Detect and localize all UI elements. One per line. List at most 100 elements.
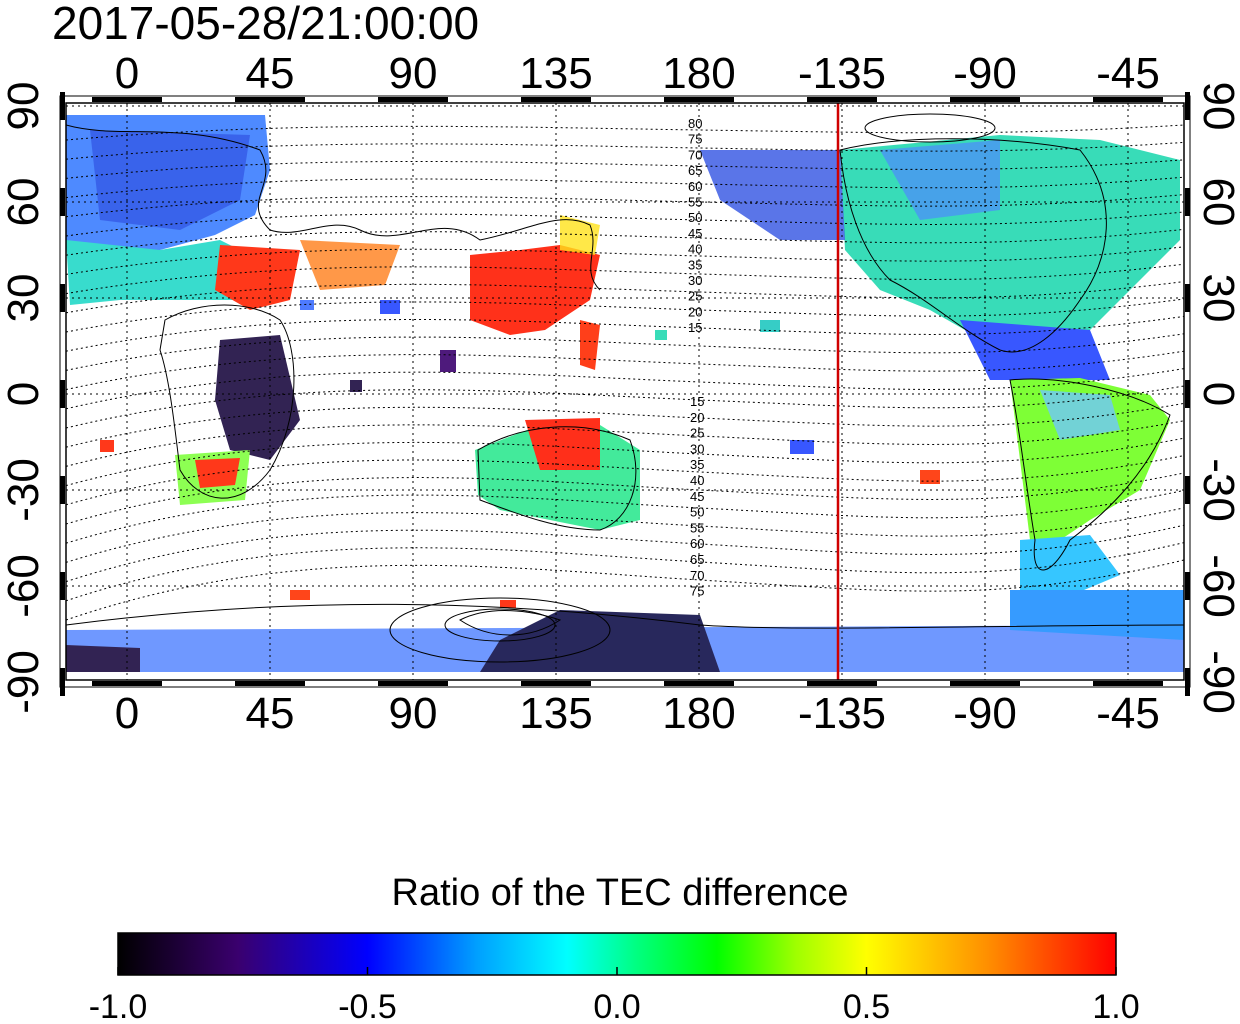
contour-label: 40 bbox=[688, 242, 702, 257]
frame-tick bbox=[60, 284, 65, 312]
contour-label: 20 bbox=[688, 304, 702, 319]
colorbar-tick-labels: -1.0 -0.5 0.0 0.5 1.0 bbox=[89, 967, 1140, 1024]
lat-label-right: 0 bbox=[1194, 382, 1240, 406]
lon-label-top: 0 bbox=[115, 49, 139, 98]
lon-label-bottom: 135 bbox=[519, 689, 592, 738]
frame-tick bbox=[92, 97, 162, 102]
colorbar-tick-label: 0.0 bbox=[593, 988, 640, 1024]
lat-label-left: 0 bbox=[0, 382, 48, 406]
lon-label-top: 180 bbox=[662, 49, 735, 98]
lat-label-right: -90 bbox=[1194, 650, 1240, 714]
contour-label: 35 bbox=[690, 457, 704, 472]
frame-tick bbox=[60, 92, 65, 120]
lat-label-right: 30 bbox=[1194, 274, 1240, 323]
frame-tick bbox=[60, 380, 65, 408]
contour-label: 15 bbox=[690, 394, 704, 409]
frame-tick bbox=[60, 572, 65, 600]
contour-line bbox=[66, 455, 1184, 506]
latitude-right-labels: 90 60 30 0 -30 -60 -90 bbox=[1194, 82, 1240, 714]
lon-label-top: 45 bbox=[246, 49, 295, 98]
frame-tick bbox=[1093, 681, 1163, 686]
colorbar-tick-label: -0.5 bbox=[338, 988, 397, 1024]
contour-label: 25 bbox=[690, 426, 704, 441]
colorbar-tick-label: 0.5 bbox=[843, 988, 890, 1024]
timestamp-title: 2017-05-28/21:00:00 bbox=[52, 0, 480, 49]
frame-tick bbox=[1185, 380, 1190, 408]
lat-label-left: -90 bbox=[0, 650, 48, 714]
frame-tick bbox=[664, 681, 734, 686]
frame-tick bbox=[60, 476, 65, 504]
contour-label: 40 bbox=[690, 473, 704, 488]
lon-label-top: 90 bbox=[389, 49, 438, 98]
contour-line bbox=[66, 472, 1184, 525]
contour-line bbox=[444, 608, 556, 642]
frame-tick bbox=[1185, 188, 1190, 216]
coastline-outlines bbox=[66, 124, 1184, 636]
contour-value-labels: 8075706560555045403530252015152025303540… bbox=[688, 116, 704, 599]
tec-data-patches bbox=[66, 115, 1184, 672]
lat-label-left: 90 bbox=[0, 82, 48, 131]
contour-label: 25 bbox=[688, 289, 702, 304]
contour-label: 65 bbox=[690, 552, 704, 567]
frame-tick bbox=[1185, 572, 1190, 600]
contour-line bbox=[66, 315, 1184, 352]
frame-tick bbox=[664, 97, 734, 102]
contour-label: 75 bbox=[690, 584, 704, 599]
graticule-grid bbox=[60, 92, 1190, 696]
colorbar-tick-label: 1.0 bbox=[1092, 988, 1139, 1024]
latitude-left-labels: 90 60 30 0 -30 -60 -90 bbox=[0, 82, 48, 714]
contour-line bbox=[66, 333, 1184, 371]
contour-line bbox=[66, 524, 1184, 583]
frame-tick bbox=[807, 97, 877, 102]
lat-label-right: -60 bbox=[1194, 554, 1240, 618]
contour-line bbox=[864, 113, 996, 143]
contour-label: 55 bbox=[690, 520, 704, 535]
frame-tick bbox=[235, 97, 305, 102]
contour-label: 50 bbox=[690, 505, 704, 520]
lat-label-right: 90 bbox=[1194, 82, 1240, 131]
frame-tick bbox=[60, 188, 65, 216]
contour-label: 80 bbox=[688, 116, 702, 131]
contour-label: 75 bbox=[688, 132, 702, 147]
contour-line bbox=[66, 385, 1184, 429]
lat-label-left: -60 bbox=[0, 554, 48, 618]
frame-tick bbox=[60, 668, 65, 696]
lat-label-right: -30 bbox=[1194, 458, 1240, 522]
frame-tick bbox=[92, 681, 162, 686]
contour-line bbox=[66, 437, 1184, 487]
lat-label-left: -30 bbox=[0, 458, 48, 522]
frame-tick bbox=[521, 97, 591, 102]
lon-label-bottom: -45 bbox=[1096, 689, 1160, 738]
frame-tick bbox=[950, 681, 1020, 686]
frame-tick bbox=[1185, 668, 1190, 696]
contour-label: 20 bbox=[690, 410, 704, 425]
contour-line bbox=[66, 420, 1184, 467]
lat-label-left: 30 bbox=[0, 274, 48, 323]
lon-label-bottom: 0 bbox=[115, 689, 139, 738]
frame-tick bbox=[1093, 97, 1163, 102]
lon-label-top: -45 bbox=[1096, 49, 1160, 98]
contour-label: 70 bbox=[690, 568, 704, 583]
lat-label-right: 60 bbox=[1194, 178, 1240, 227]
contour-label: 45 bbox=[690, 489, 704, 504]
frame-tick bbox=[1185, 92, 1190, 120]
contour-label: 60 bbox=[690, 536, 704, 551]
frame-tick bbox=[1185, 476, 1190, 504]
lon-label-bottom: 45 bbox=[246, 689, 295, 738]
frame-tick bbox=[378, 97, 448, 102]
contour-label: 30 bbox=[688, 273, 702, 288]
lon-label-top: -135 bbox=[798, 49, 886, 98]
contour-label: 45 bbox=[688, 226, 702, 241]
lon-label-top: 135 bbox=[519, 49, 592, 98]
contour-label: 15 bbox=[688, 320, 702, 335]
lat-label-left: 60 bbox=[0, 178, 48, 227]
contour-line bbox=[66, 350, 1184, 391]
tec-contour-lines bbox=[66, 113, 1184, 663]
frame-tick bbox=[807, 681, 877, 686]
frame-tick bbox=[1185, 284, 1190, 312]
contour-label: 65 bbox=[688, 163, 702, 178]
contour-label: 60 bbox=[688, 179, 702, 194]
frame-tick bbox=[235, 681, 305, 686]
frame-tick bbox=[521, 681, 591, 686]
